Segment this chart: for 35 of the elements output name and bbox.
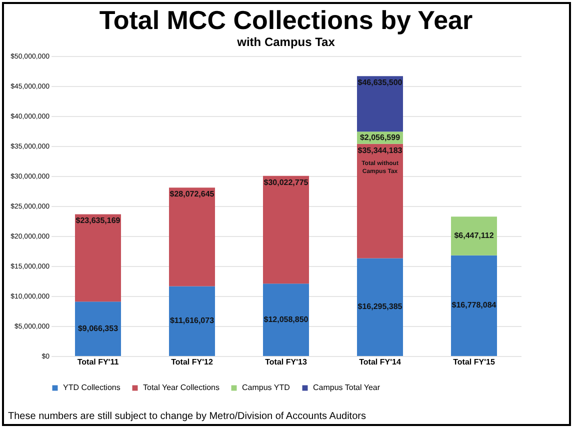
x-tick-label: Total FY'12 — [171, 358, 214, 366]
legend-label: Total Year Collections — [143, 383, 220, 392]
x-tick-label: Total FY'14 — [359, 358, 402, 366]
bar — [169, 188, 215, 286]
bar — [75, 302, 121, 356]
bar — [451, 255, 497, 356]
x-tick-label: Total FY'11 — [77, 358, 120, 366]
annotation: $30,022,775 — [264, 178, 309, 187]
x-tick-label: Total FY'15 — [453, 358, 496, 366]
data-label: $2,056,599 — [360, 132, 401, 142]
legend-label: YTD Collections — [63, 383, 120, 392]
data-label: $11,616,073 — [170, 316, 215, 326]
annotation: $23,635,169 — [76, 216, 121, 226]
bar — [169, 286, 215, 356]
data-label: $12,058,850 — [264, 314, 309, 324]
chart-title: Total MCC Collections by Year — [99, 5, 473, 35]
data-label: $16,778,084 — [452, 300, 497, 310]
bar — [263, 284, 309, 356]
bar — [357, 144, 403, 258]
text: These numbers are still subject to change by Metro/Division of Accounts Auditors — [8, 411, 366, 422]
bar — [357, 76, 403, 132]
legend-label: Campus YTD — [242, 383, 290, 392]
annotation: $46,635,500 — [358, 78, 403, 88]
x-tick-label: Total FY'13 — [265, 358, 308, 366]
bar — [357, 258, 403, 356]
data-label: $6,447,112 — [454, 230, 494, 240]
data-label: $16,295,385 — [358, 302, 403, 312]
annotation: $35,344,183 — [358, 146, 403, 155]
chart-subtitle: with Campus Tax — [236, 35, 336, 49]
bar — [263, 176, 309, 284]
bar — [451, 216, 497, 256]
bar — [75, 214, 121, 302]
data-label: $9,066,353 — [78, 324, 119, 333]
legend-label: Campus Total Year — [313, 383, 380, 392]
annotation: $28,072,645 — [170, 190, 215, 199]
